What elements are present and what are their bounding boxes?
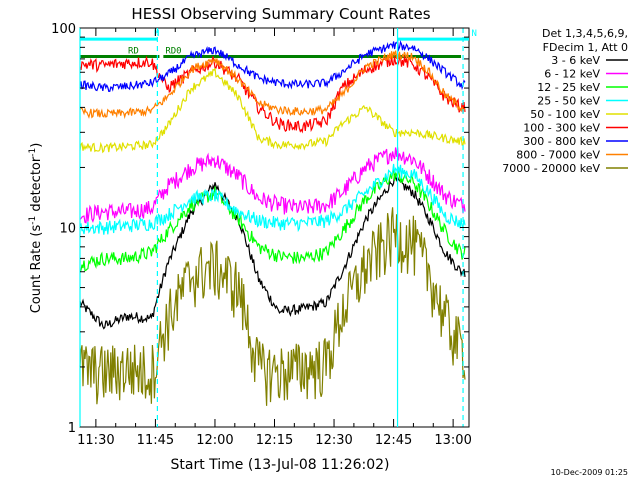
y-axis-label-main: Count Rate (s [29, 225, 44, 314]
y-tick-label-1: 10 [59, 222, 76, 237]
legend: Det 1,3,4,5,6,9, FDecim 1, Att 0 3 - 6 k… [502, 27, 628, 175]
reference-label-0: N [154, 29, 159, 39]
y-tick-label-2: 100 [51, 22, 76, 37]
y-axis-label-sup1: -1 [28, 216, 38, 225]
legend-label-1: 6 - 12 keV [544, 68, 600, 81]
y-axis-label-rest: detector [29, 156, 44, 216]
series-line-1 [79, 147, 466, 224]
x-tick-label-1: 11:45 [137, 433, 174, 448]
legend-label-6: 300 - 800 keV [523, 135, 600, 148]
x-tick-label-3: 12:15 [256, 433, 293, 448]
x-axis-label: Start Time (13-Jul-08 11:26:02) [170, 457, 389, 473]
series-line-8 [79, 207, 466, 406]
y-axis-label: Count Rate (s-1 detector-1) [28, 143, 44, 314]
legend-label-8: 7000 - 20000 keV [502, 162, 600, 175]
legend-label-2: 12 - 25 keV [537, 81, 600, 94]
legend-label-5: 100 - 300 keV [523, 122, 600, 135]
reference-label-2: RD0 [165, 46, 181, 56]
reference-label-3: RD [128, 46, 139, 56]
plot-area: N N RD0 RD [79, 27, 477, 428]
y-axis-label-end: ) [29, 143, 44, 148]
x-tick-label-4: 12:30 [315, 433, 352, 448]
series-line-3 [79, 163, 466, 235]
series-line-6 [79, 39, 466, 93]
footer-timestamp: 10-Dec-2009 01:25 [551, 468, 628, 477]
y-axis-label-sup2: -1 [28, 148, 38, 157]
y-tick-label-0: 1 [68, 421, 76, 436]
series-line-5 [79, 55, 466, 134]
reference-lines: N N RD0 RD [80, 29, 477, 58]
x-tick-label-6: 13:00 [434, 433, 471, 448]
chart-title: HESSI Observing Summary Count Rates [131, 5, 430, 23]
reference-label-1: N [472, 29, 477, 39]
series-line-7 [79, 50, 466, 120]
x-tick-label-0: 11:30 [77, 433, 114, 448]
legend-header-line2: FDecim 1, Att 0 [543, 41, 628, 54]
axes: 11:30 11:45 12:00 12:15 12:30 12:45 13:00 1 10 10… [51, 22, 472, 448]
x-tick-label-2: 12:00 [196, 433, 233, 448]
series-line-2 [79, 168, 466, 273]
legend-label-7: 800 - 7000 keV [516, 149, 600, 162]
legend-label-3: 25 - 50 keV [537, 95, 600, 108]
x-tick-label-5: 12:45 [375, 433, 412, 448]
legend-label-0: 3 - 6 keV [551, 54, 600, 67]
series-line-4 [79, 66, 466, 154]
legend-label-4: 50 - 100 keV [530, 108, 600, 121]
series-layer [79, 39, 466, 406]
legend-header-line1: Det 1,3,4,5,6,9, [542, 27, 628, 40]
